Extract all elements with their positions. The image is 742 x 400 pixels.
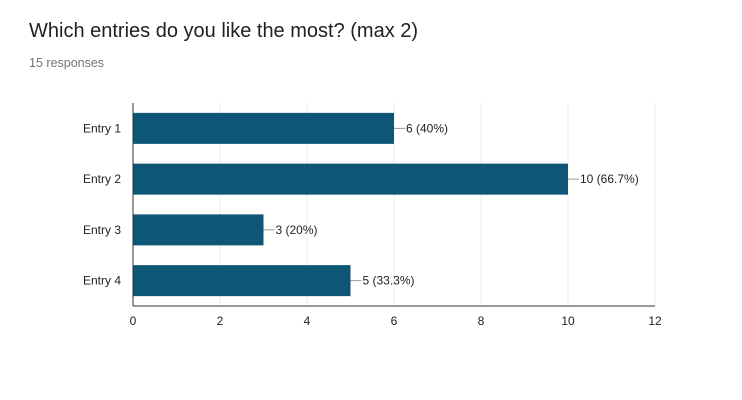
data-label: 5 (33.3%)	[363, 274, 415, 288]
x-tick-label: 10	[561, 314, 575, 328]
x-tick-label: 12	[648, 314, 662, 328]
x-tick-label: 2	[217, 314, 224, 328]
x-tick-label: 4	[304, 314, 311, 328]
response-count: 15 responses	[29, 56, 105, 70]
bar	[133, 265, 351, 297]
x-tick-label: 8	[478, 314, 485, 328]
data-label: 3 (20%)	[276, 223, 318, 237]
data-label: 10 (66.7%)	[580, 172, 639, 186]
x-tick-label: 6	[391, 314, 398, 328]
bar	[133, 163, 568, 195]
x-tick-label: 0	[130, 314, 137, 328]
category-label: Entry 3	[83, 223, 121, 237]
data-label: 6 (40%)	[406, 121, 448, 135]
category-label: Entry 1	[83, 121, 121, 135]
category-label: Entry 4	[83, 274, 121, 288]
bar	[133, 214, 264, 246]
category-label: Entry 2	[83, 172, 121, 186]
question-title: Which entries do you like the most? (max…	[29, 20, 419, 42]
bar	[133, 112, 394, 144]
